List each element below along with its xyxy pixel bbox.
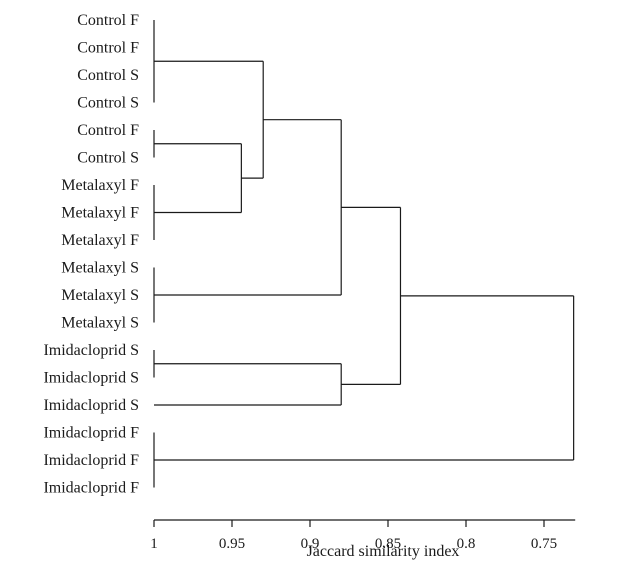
x-tick-label: 1 bbox=[150, 536, 158, 552]
leaf-label: Metalaxyl F bbox=[61, 205, 139, 222]
leaf-label: Imidacloprid F bbox=[43, 480, 139, 497]
cluster-E bbox=[154, 60, 264, 179]
cluster-L bbox=[154, 295, 575, 461]
leaf-label: Control S bbox=[77, 150, 139, 167]
leaf-label: Control F bbox=[77, 40, 139, 57]
x-tick-label: 0.9 bbox=[301, 536, 320, 552]
leaf-label: Metalaxyl F bbox=[61, 177, 139, 194]
dendrogram-branches bbox=[153, 20, 575, 488]
leaf-label: Control S bbox=[77, 95, 139, 112]
leaf-label: Imidacloprid S bbox=[43, 342, 139, 359]
leaf-label: Metalaxyl S bbox=[61, 287, 139, 304]
x-tick-label: 0.85 bbox=[375, 536, 401, 552]
leaf-label: Metalaxyl S bbox=[61, 260, 139, 277]
cluster-J bbox=[341, 206, 402, 385]
x-tick-label: 0.75 bbox=[531, 536, 557, 552]
x-axis-title: Jaccard similarity index bbox=[307, 543, 460, 560]
cluster-I bbox=[154, 363, 342, 406]
cluster-G bbox=[154, 119, 342, 296]
leaf-label: Imidacloprid F bbox=[43, 452, 139, 469]
leaf-label: Imidacloprid S bbox=[43, 397, 139, 414]
leaf-label: Imidacloprid F bbox=[43, 425, 139, 442]
leaf-label: Metalaxyl F bbox=[61, 232, 139, 249]
leaf-label: Control F bbox=[77, 12, 139, 29]
leaf-label: Imidacloprid S bbox=[43, 370, 139, 387]
cluster-D bbox=[154, 143, 242, 214]
leaf-label: Metalaxyl S bbox=[61, 315, 139, 332]
leaf-labels: Control F Control F Control S Control S Cont… bbox=[43, 12, 139, 497]
x-tick-label: 0.8 bbox=[457, 536, 476, 552]
x-axis: 1 0.95 0.9 0.85 0.8 0.75 bbox=[150, 519, 576, 552]
leaf-label: Control F bbox=[77, 122, 139, 139]
x-tick-label: 0.95 bbox=[219, 536, 245, 552]
leaf-label: Control S bbox=[77, 67, 139, 84]
